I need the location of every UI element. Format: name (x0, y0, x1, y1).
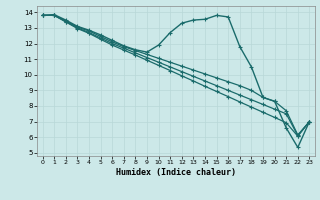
X-axis label: Humidex (Indice chaleur): Humidex (Indice chaleur) (116, 168, 236, 177)
